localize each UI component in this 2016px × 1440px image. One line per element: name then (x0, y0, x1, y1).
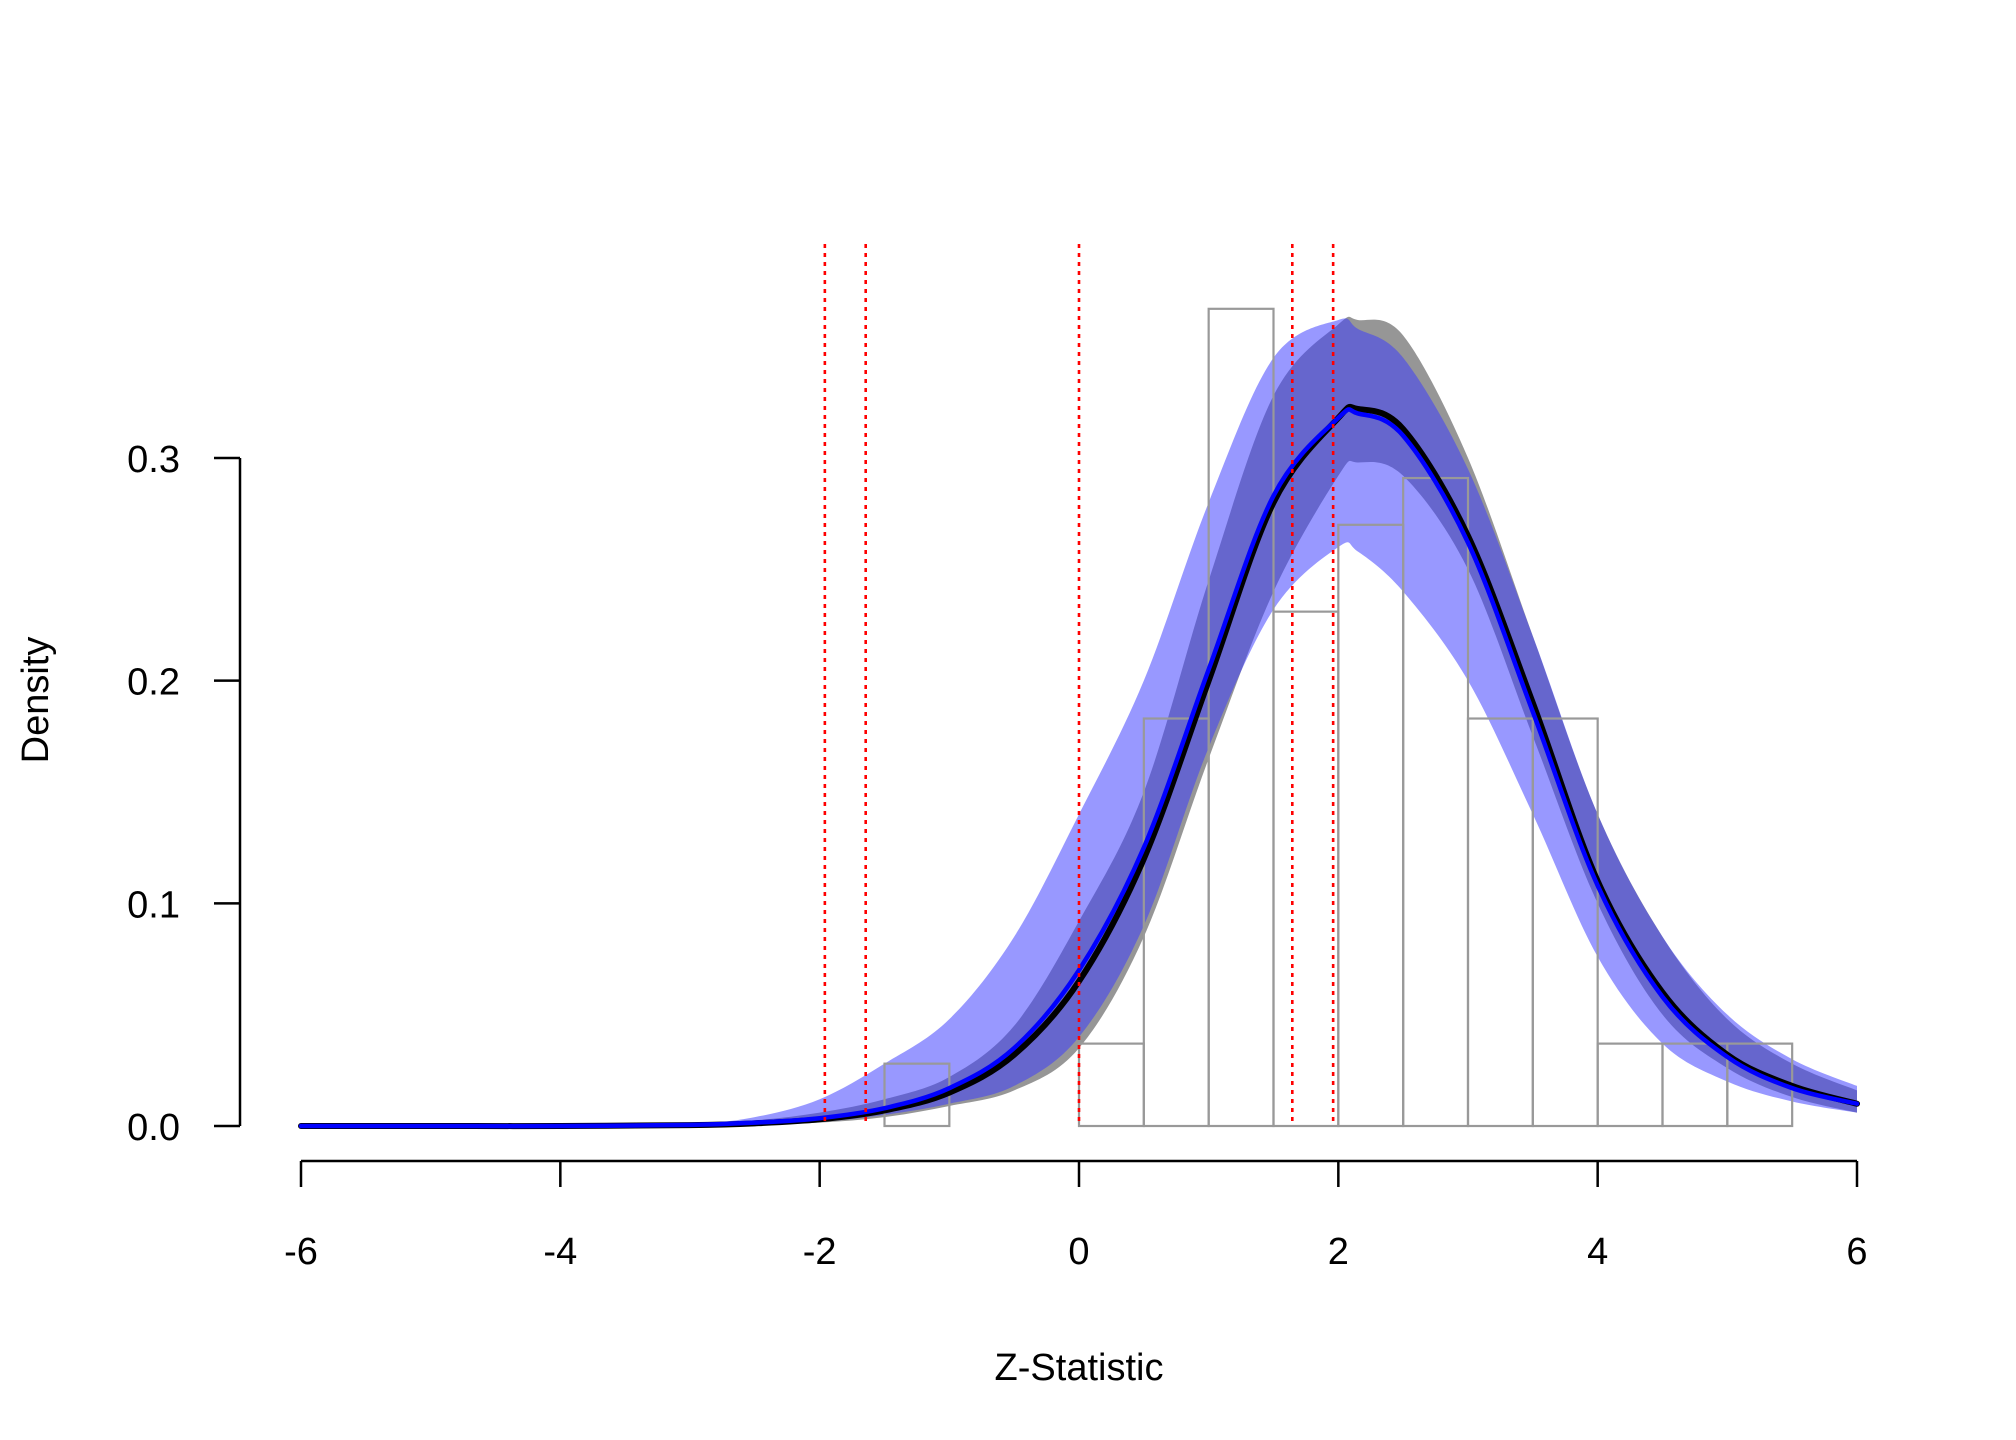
density-curves (298, 403, 1860, 1130)
histogram-bar (1337, 523, 1405, 1128)
histogram (883, 307, 1794, 1128)
y-tick-label: 0.2 (127, 662, 180, 704)
reference-lines (823, 244, 1335, 1126)
x-axis-title: Z-Statistic (995, 1347, 1164, 1389)
density-curve-2 (298, 407, 1860, 1129)
x-tick-label: 4 (1587, 1231, 1608, 1273)
x-tick-label: 6 (1846, 1231, 1867, 1273)
histogram-bar (1596, 1042, 1664, 1128)
histogram-bar (1531, 717, 1599, 1128)
histogram-bar (1077, 1042, 1145, 1128)
x-axis: -6 -4 -2 0 2 4 6 (284, 1159, 1868, 1273)
x-tick-label: -4 (543, 1231, 577, 1273)
y-tick-label: 0.1 (127, 884, 180, 926)
y-axis: 0.0 0.1 0.2 0.3 (127, 439, 242, 1149)
y-axis-title: Density (15, 637, 57, 764)
x-tick-label: 2 (1328, 1231, 1349, 1273)
x-tick-label: 0 (1068, 1231, 1089, 1273)
x-tick-label: -6 (284, 1231, 318, 1273)
y-tick-label: 0.0 (127, 1107, 180, 1149)
x-tick-label: -2 (803, 1231, 837, 1273)
histogram-bar (1272, 610, 1340, 1128)
y-tick-label: 0.3 (127, 439, 180, 481)
